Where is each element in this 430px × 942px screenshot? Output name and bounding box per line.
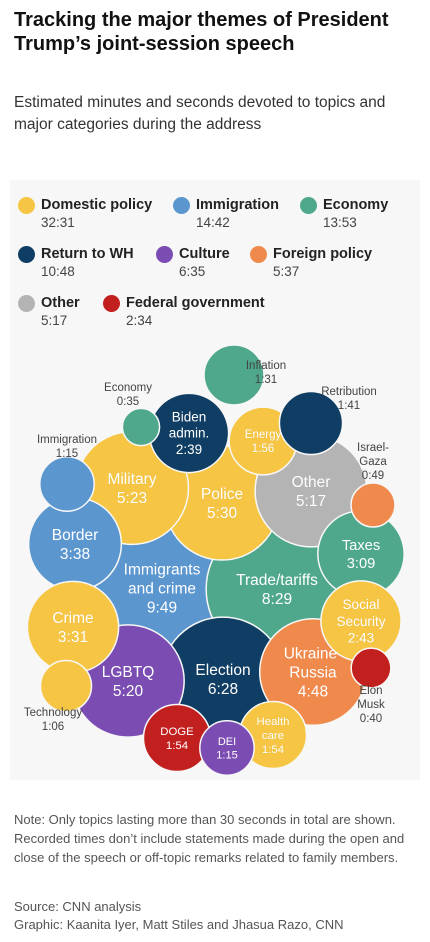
legend-time: 6:35 (179, 264, 206, 279)
bubble-economy: Economy 0:35 (104, 382, 161, 447)
legend-item-federal-government: Federal government 2:34 (103, 294, 265, 329)
bubble-label: Immigration 1:15 (37, 434, 97, 460)
bubble-label: Immigrants and crime 9:49 (124, 562, 201, 617)
legend-time: 13:53 (323, 215, 357, 230)
credit-line: Graphic: Kaanita Iyer, Matt Stiles and J… (14, 917, 344, 932)
legend-time: 14:42 (196, 215, 230, 230)
bubble-immigration: Immigration 1:15 (37, 434, 97, 512)
legend-label: Foreign policy (273, 246, 373, 262)
bubble-label: LGBTQ 5:20 (102, 664, 155, 700)
bubble-label: Ukraine-Russia 4:48 (284, 646, 343, 701)
chart-note: Note: Only topics lasting more than 30 s… (14, 812, 405, 865)
bubble-label: Elon Musk 0:40 (357, 685, 385, 725)
bubble-taxes: Taxes 3:09 (317, 510, 405, 598)
bubble-label: Border 3:38 (52, 527, 99, 563)
legend-swatch (18, 295, 35, 312)
legend-time: 5:37 (273, 264, 300, 279)
chart-subtitle: Estimated minutes and seconds devoted to… (14, 94, 386, 133)
bubble-circle (26, 580, 120, 674)
legend-label: Other (41, 295, 80, 311)
legend-label: Immigration (196, 197, 279, 213)
bubble-crime: Crime 3:31 (26, 580, 120, 674)
bubble-retribution: Retribution 1:41 (278, 386, 377, 456)
bubble-label: Police 5:30 (201, 486, 243, 522)
bubble-label: Israel-Gaza 0:49 (357, 442, 389, 482)
legend-label: Culture (179, 246, 230, 262)
bubble-police: Police 5:30 (164, 445, 280, 561)
legend-time: 2:34 (126, 313, 153, 328)
legend-swatch (18, 197, 35, 214)
bubble-label: Biden admin. 2:39 (169, 409, 210, 457)
legend-time: 10:48 (41, 264, 75, 279)
legend-label: Return to WH (41, 246, 134, 262)
legend-label: Economy (323, 197, 389, 213)
legend-item-economy: Economy 13:53 (300, 196, 388, 231)
bubble-label: Military 5:23 (107, 471, 156, 507)
chart-source-block: Source: CNN analysis Graphic: Kaanita Iy… (14, 898, 419, 934)
bubble-label: Technology 1:06 (24, 707, 82, 733)
bubble-israel-gaza: Israel-Gaza 0:49 (350, 442, 396, 528)
bubble-border: Border 3:38 (27, 496, 123, 592)
bubble-social-security: Social Security 2:43 (320, 580, 402, 662)
legend-swatch (300, 197, 317, 214)
bubble-label: DOGE 1:54 (160, 726, 194, 752)
bubble-label: Trade/tariffs 8:29 (236, 572, 318, 608)
bubble-doge: DOGE 1:54 (142, 703, 212, 773)
bubble-circle (278, 390, 344, 456)
bubble-label: Inflation 1:31 (246, 360, 286, 386)
legend-item-immigration: Immigration 14:42 (173, 196, 279, 231)
bubble-circle (121, 407, 161, 447)
bubble-label: Taxes 3:09 (342, 538, 380, 572)
legend-swatch (18, 246, 35, 263)
bubble-label: Election 6:28 (195, 662, 250, 698)
bubble-technology: Technology 1:06 (24, 659, 93, 733)
bubble-label: Health care 1:54 (257, 716, 290, 756)
legend-label: Domestic policy (41, 197, 153, 213)
bubble-biden-admin: Biden admin. 2:39 (148, 392, 230, 474)
legend-swatch (173, 197, 190, 214)
bubble-label: Other 5:17 (292, 474, 331, 510)
bubble-circle (142, 703, 212, 773)
legend-swatch (103, 295, 120, 312)
bubble-elon-musk: Elon Musk 0:40 (350, 647, 392, 725)
legend-time: 32:31 (41, 215, 75, 230)
legend-swatch (156, 246, 173, 263)
source-line: Source: CNN analysis (14, 899, 142, 914)
legend-label: Federal government (126, 295, 265, 311)
bubble-label: Energy 1:56 (245, 429, 282, 455)
legend-item-culture: Culture 6:35 (156, 245, 230, 280)
bubble-circle (350, 482, 396, 528)
bubble-circle (203, 344, 265, 406)
legend-item-other: Other 5:17 (18, 294, 80, 329)
bubble-circle (199, 720, 255, 776)
bubble-label: Retribution 1:41 (321, 386, 377, 412)
bubble-circle (350, 647, 392, 689)
bubble-chart: Immigrants and crime 9:49 Trade/tariffs 8:29… (24, 344, 405, 776)
legend-swatch (250, 246, 267, 263)
bubble-label: Crime 3:31 (52, 610, 93, 646)
bubble-dei: DEI 1:15 (199, 720, 255, 776)
legend-item-foreign-policy: Foreign policy 5:37 (250, 245, 372, 280)
bubble-label: DEI 1:15 (216, 736, 237, 762)
bubble-label: Economy 0:35 (104, 382, 152, 408)
legend-time: 5:17 (41, 313, 68, 328)
bubble-inflation: Inflation 1:31 (203, 344, 286, 406)
legend-item-return-to-wh: Return to WH 10:48 (18, 245, 134, 280)
legend-item-domestic-policy: Domestic policy 32:31 (18, 196, 152, 231)
bubble-label: Social Security 2:43 (336, 597, 385, 645)
bubble-circle (39, 456, 95, 512)
bubble-circle (27, 496, 123, 592)
bubble-circle (39, 659, 93, 713)
chart-title: Tracking the major themes of President T… (14, 9, 389, 55)
bubble-ukraine-russia: Ukraine-Russia 4:48 (258, 617, 368, 727)
